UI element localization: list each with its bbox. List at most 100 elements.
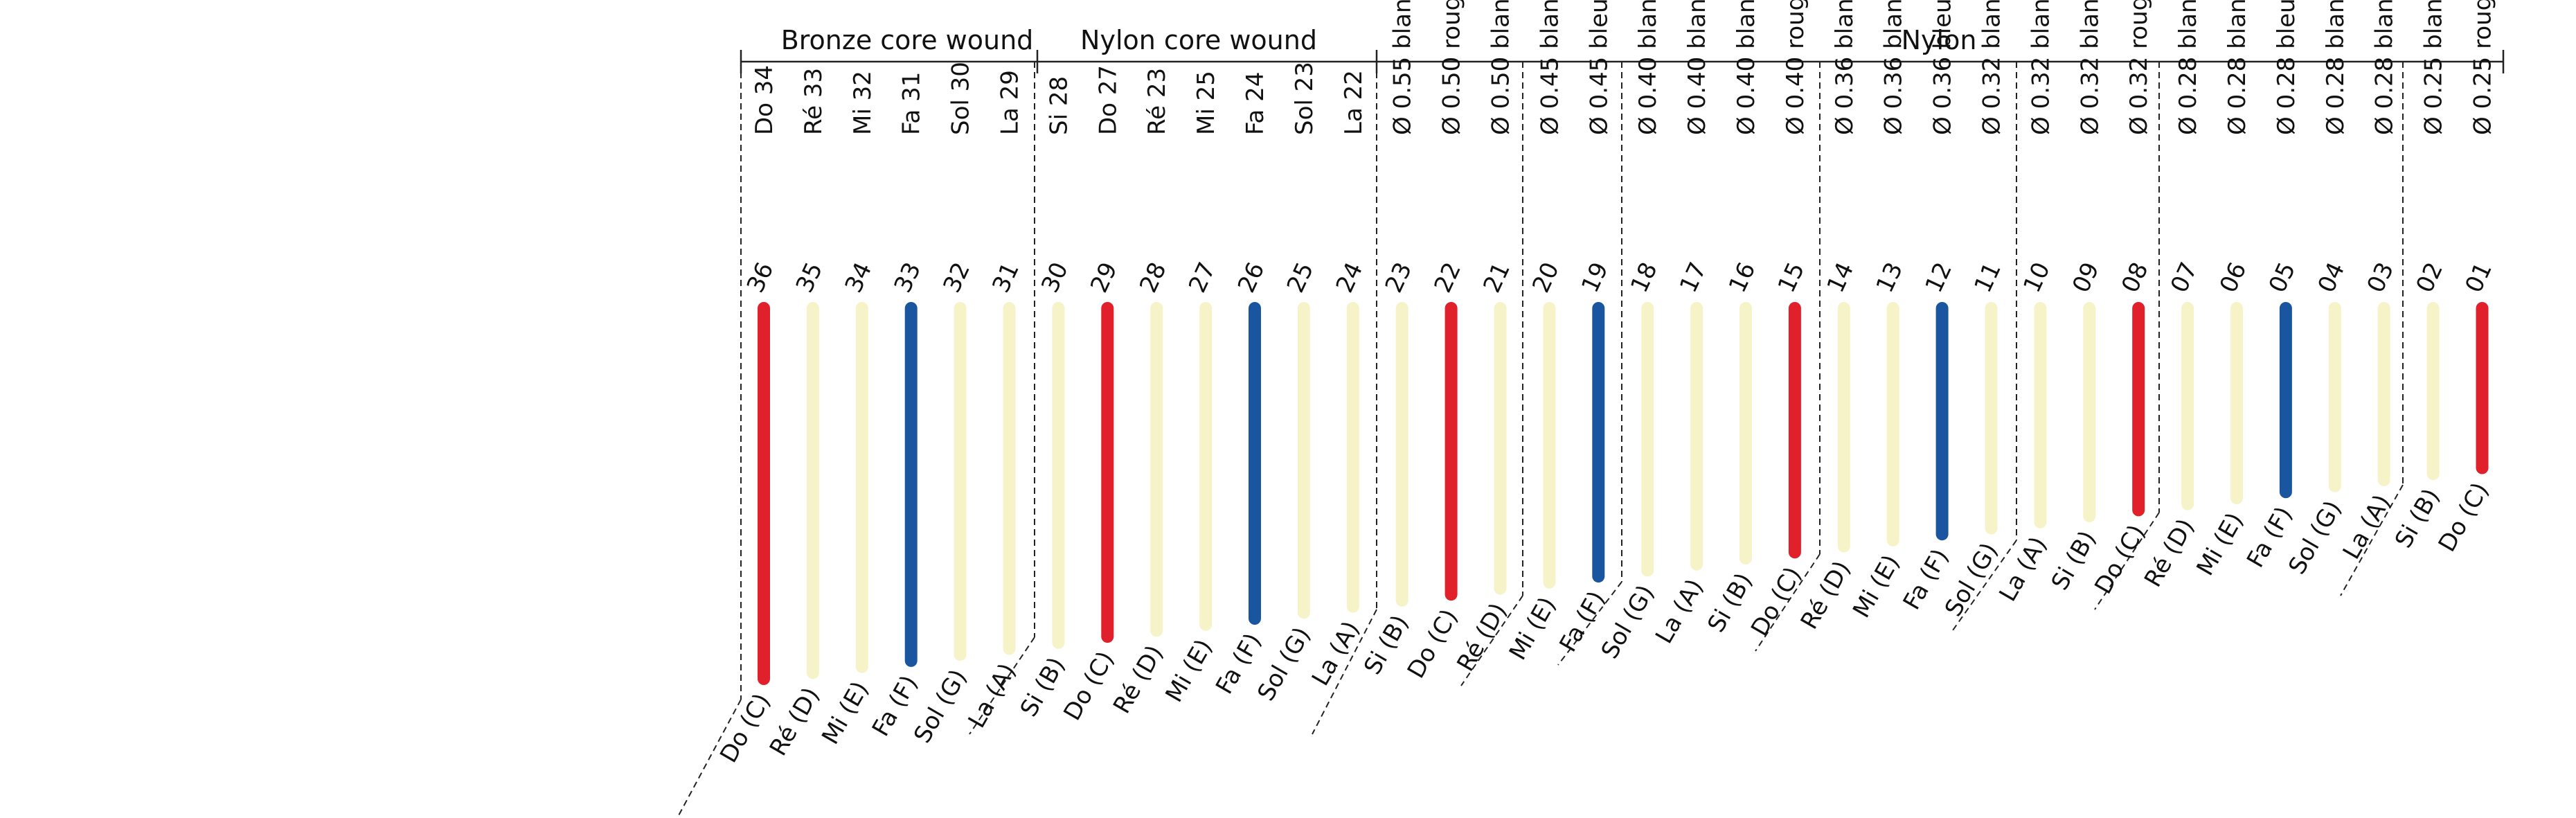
octave-separator-slant <box>1460 595 1523 686</box>
string-number: 33 <box>889 258 927 297</box>
group-label-nylon-core: Nylon core wound <box>1080 25 1317 55</box>
string-top-label: Ø 0.40 blanche <box>1634 0 1662 135</box>
octave-separator-slant <box>677 699 742 818</box>
string-top-label: La 29 <box>996 70 1024 135</box>
string-top-label: Ø 0.28 blanche <box>2174 0 2202 135</box>
string-number: 05 <box>2264 258 2302 297</box>
string-number: 28 <box>1134 258 1172 297</box>
string-number: 13 <box>1871 258 1909 297</box>
string-number: 15 <box>1773 258 1811 297</box>
string-number: 03 <box>2362 258 2400 297</box>
string-number: 19 <box>1576 258 1614 297</box>
octave-separator-slant <box>1312 609 1377 735</box>
octave-separator-slant <box>1557 581 1622 666</box>
string-number: 07 <box>2165 258 2203 297</box>
string-top-label: Ø 0.50 blanche <box>1487 0 1515 135</box>
string-top-label: Ø 0.28 blanche <box>2322 0 2350 135</box>
octave-separator-slant <box>969 637 1035 735</box>
string-note-label: Sol (G) <box>1252 623 1316 706</box>
string-top-label: Fa 31 <box>898 72 926 135</box>
string-top-label: Ø 0.25 blanche <box>2420 0 2448 135</box>
string-note-label: La (A) <box>1650 574 1709 648</box>
string-note-label: La (A) <box>1994 532 2052 606</box>
string-number: 27 <box>1183 258 1222 297</box>
string-top-label: Do 34 <box>751 65 778 135</box>
string-number: 18 <box>1625 258 1663 297</box>
labels: Bronze core wound Nylon core wound Nylon… <box>715 0 2498 767</box>
string-top-label: Ø 0.36 bleue <box>1929 0 1957 135</box>
string-number: 08 <box>2116 258 2154 297</box>
string-number: 32 <box>938 258 976 297</box>
string-note-label: Sol (G) <box>1596 580 1660 664</box>
string-top-label: Ø 0.40 rouge <box>1782 0 1809 135</box>
string-number: 10 <box>2018 258 2056 297</box>
string-number: 14 <box>1822 258 1860 297</box>
octave-separator-slant <box>2340 484 2404 596</box>
string-number: 17 <box>1674 258 1712 297</box>
string-top-label: La 22 <box>1340 70 1368 135</box>
string-number: 09 <box>2067 258 2105 297</box>
string-note-label: Sol (G) <box>909 665 972 748</box>
string-number: 26 <box>1233 258 1271 297</box>
string-top-label: Do 27 <box>1094 65 1122 135</box>
string-number: 21 <box>1478 258 1516 297</box>
string-number: 24 <box>1331 258 1369 297</box>
string-number: 35 <box>791 258 829 297</box>
octave-separator-slant <box>1755 553 1821 652</box>
group-label-bronze: Bronze core wound <box>781 25 1034 55</box>
string-number: 22 <box>1429 258 1467 297</box>
string-top-label: Ø 0.40 blanche <box>1683 0 1711 135</box>
string-number: 11 <box>1969 258 2007 297</box>
string-note-label: La (A) <box>963 659 1021 733</box>
string-number: 06 <box>2215 258 2253 297</box>
string-note-label: Do (C) <box>1058 647 1120 726</box>
string-number: 01 <box>2460 258 2498 297</box>
string-number: 36 <box>742 258 780 297</box>
string-note-label: Mi (E) <box>816 677 874 749</box>
string-note-label: Ré (D) <box>1108 641 1169 718</box>
string-number: 30 <box>1036 258 1074 297</box>
string-number: 29 <box>1085 258 1123 297</box>
string-number: 02 <box>2411 258 2449 297</box>
string-note-label: Mi (E) <box>1504 592 1562 665</box>
string-number: 16 <box>1724 258 1762 297</box>
string-top-label: Ø 0.28 bleue <box>2273 0 2300 135</box>
string-note-label: Sol (G) <box>1940 538 2003 621</box>
octave-separator-slant <box>2094 512 2160 610</box>
string-top-label: Ø 0.32 blanche <box>2076 0 2104 135</box>
string-note-label: Ré (D) <box>1451 598 1512 676</box>
string-number: 31 <box>987 258 1025 297</box>
string-note-label: Mi (E) <box>1848 550 1905 623</box>
string-note-label: Do (C) <box>2433 478 2495 557</box>
string-note-label: Mi (E) <box>2191 508 2248 581</box>
string-note-label: Ré (D) <box>2139 514 2200 592</box>
string-note-label: Do (C) <box>1402 605 1464 684</box>
string-top-label: Ø 0.55 blanche <box>1389 0 1417 135</box>
string-number: 20 <box>1527 258 1565 297</box>
string-note-label: Do (C) <box>715 689 776 768</box>
guide-lines <box>677 50 2505 818</box>
string-top-label: Ø 0.28 blanche <box>2224 0 2251 135</box>
string-note-label: La (A) <box>1307 616 1366 691</box>
string-top-label: Mi 32 <box>849 71 877 135</box>
strings <box>758 302 2489 685</box>
string-top-label: Mi 25 <box>1192 71 1220 135</box>
string-top-label: Ré 33 <box>800 68 828 135</box>
string-top-label: Fa 24 <box>1242 72 1269 135</box>
string-top-label: Ø 0.36 blanche <box>1831 0 1859 135</box>
string-number: 23 <box>1380 258 1418 297</box>
string-note-label: Mi (E) <box>1160 634 1217 707</box>
string-top-label: Ø 0.50 rouge <box>1438 0 1466 135</box>
string-top-label: Ø 0.32 blanche <box>2027 0 2055 135</box>
string-number: 25 <box>1282 258 1320 297</box>
string-top-label: Sol 30 <box>947 62 975 135</box>
string-top-label: Ø 0.25 rouge <box>2469 0 2497 135</box>
string-number: 34 <box>840 258 878 297</box>
string-top-label: Ø 0.45 blanche <box>1536 0 1564 135</box>
string-note-label: Sol (G) <box>2283 496 2347 579</box>
string-note-label: Do (C) <box>2089 520 2151 599</box>
string-number: 04 <box>2313 258 2351 297</box>
string-note-label: Ré (D) <box>764 683 825 761</box>
string-number: 12 <box>1920 258 1958 297</box>
